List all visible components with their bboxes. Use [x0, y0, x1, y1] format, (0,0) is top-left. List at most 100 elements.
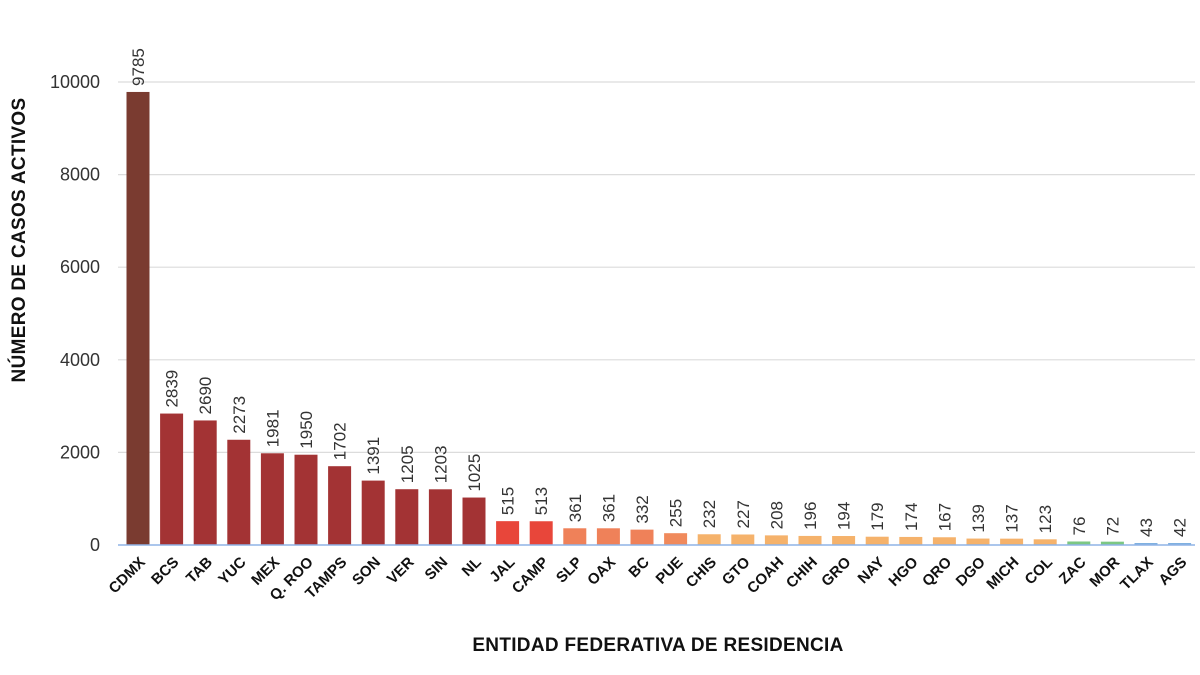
data-label: 194: [835, 502, 854, 530]
category-label: SLP: [553, 554, 586, 587]
bar: [966, 538, 990, 545]
y-tick-label: 8000: [60, 165, 100, 185]
bar: [294, 454, 318, 545]
data-label: 76: [1070, 517, 1089, 536]
bar: [899, 536, 923, 545]
y-tick-label: 0: [90, 535, 100, 555]
data-label: 515: [499, 487, 518, 515]
bar: [529, 521, 553, 545]
data-label: 361: [599, 494, 618, 522]
data-labels: 9785 2839 2690 2273 1981 1950 1702 1391 1205 1203…: [129, 48, 1190, 537]
data-label: 123: [1036, 505, 1055, 533]
category-label: BCS: [148, 554, 182, 588]
data-label: 255: [667, 499, 686, 527]
y-tick-label: 6000: [60, 257, 100, 277]
category-label: BC: [625, 554, 652, 581]
bar: [361, 480, 385, 545]
category-label: HGO: [885, 554, 921, 590]
bar: [563, 528, 587, 545]
data-label: 139: [969, 504, 988, 532]
data-label: 1950: [297, 411, 316, 449]
data-label: 167: [935, 503, 954, 531]
bar: [160, 413, 184, 545]
x-axis-title: ENTIDAD FEDERATIVA DE RESIDENCIA: [472, 635, 843, 656]
data-label: 1025: [465, 454, 484, 492]
data-label: 179: [868, 502, 887, 530]
bar: [664, 533, 688, 545]
bar: [126, 91, 150, 545]
category-label: MICH: [983, 554, 1022, 593]
category-label: PUE: [653, 554, 687, 588]
category-label: ZAC: [1056, 554, 1090, 588]
bar: [462, 497, 486, 545]
bars: [126, 91, 1192, 545]
data-label: 361: [566, 494, 585, 522]
category-label: OAX: [584, 554, 619, 589]
data-label: 1203: [431, 445, 450, 483]
data-label: 208: [767, 501, 786, 529]
bar: [1033, 539, 1057, 545]
bar: [932, 537, 956, 545]
bar: [1100, 541, 1124, 545]
data-label: 1981: [263, 409, 282, 447]
y-tick-label: 2000: [60, 442, 100, 462]
category-label: TLAX: [1117, 554, 1157, 594]
category-label: SIN: [422, 554, 452, 584]
data-label: 332: [633, 495, 652, 523]
y-axis-ticks: 0 2000 4000 6000 8000 10000: [50, 72, 100, 555]
category-label: CHIS: [683, 554, 720, 591]
data-label: 232: [700, 500, 719, 528]
data-label: 42: [1171, 518, 1190, 537]
data-label: 1702: [331, 422, 350, 460]
data-label: 2273: [230, 396, 249, 434]
category-label: VER: [384, 554, 418, 588]
bar: [428, 489, 452, 545]
data-label: 2690: [196, 377, 215, 415]
bar: [328, 466, 352, 545]
category-label: CHIH: [783, 554, 821, 592]
bar: [1067, 541, 1091, 545]
data-label: 43: [1137, 518, 1156, 537]
bar: [1168, 543, 1192, 545]
category-label: NL: [459, 554, 485, 580]
data-label: 513: [532, 487, 551, 515]
data-label: 9785: [129, 48, 148, 86]
bar: [798, 535, 822, 545]
bar: [630, 529, 654, 545]
y-tick-label: 10000: [50, 72, 100, 92]
category-label: YUC: [215, 554, 250, 589]
bar: [697, 534, 721, 545]
category-label: TAB: [183, 554, 216, 587]
bar: [731, 534, 755, 545]
data-label: 137: [1003, 504, 1022, 532]
category-label: COL: [1022, 554, 1056, 588]
gridlines: [118, 81, 1195, 453]
bar: [865, 536, 889, 545]
bar: [260, 453, 284, 545]
category-label: MOR: [1086, 554, 1123, 591]
bar: [395, 489, 419, 545]
bar: [764, 535, 788, 545]
bar: [832, 536, 856, 545]
category-label: COAH: [744, 554, 787, 597]
data-label: 1391: [364, 437, 383, 475]
bar: [1134, 543, 1158, 545]
bar: [227, 439, 251, 545]
bar: [596, 528, 620, 545]
category-label: GRO: [818, 554, 854, 590]
data-label: 174: [902, 503, 921, 531]
category-label: CDMX: [106, 554, 149, 597]
category-label: CAMP: [509, 554, 552, 597]
y-tick-label: 4000: [60, 350, 100, 370]
bar: [496, 521, 520, 545]
category-label: SON: [349, 554, 384, 589]
data-label: 1205: [398, 445, 417, 483]
data-label: 72: [1103, 517, 1122, 536]
category-label: DGO: [953, 554, 989, 590]
bar: [193, 420, 217, 545]
bar: [1000, 538, 1024, 545]
y-axis-title: NÚMERO DE CASOS ACTIVOS: [8, 98, 30, 383]
